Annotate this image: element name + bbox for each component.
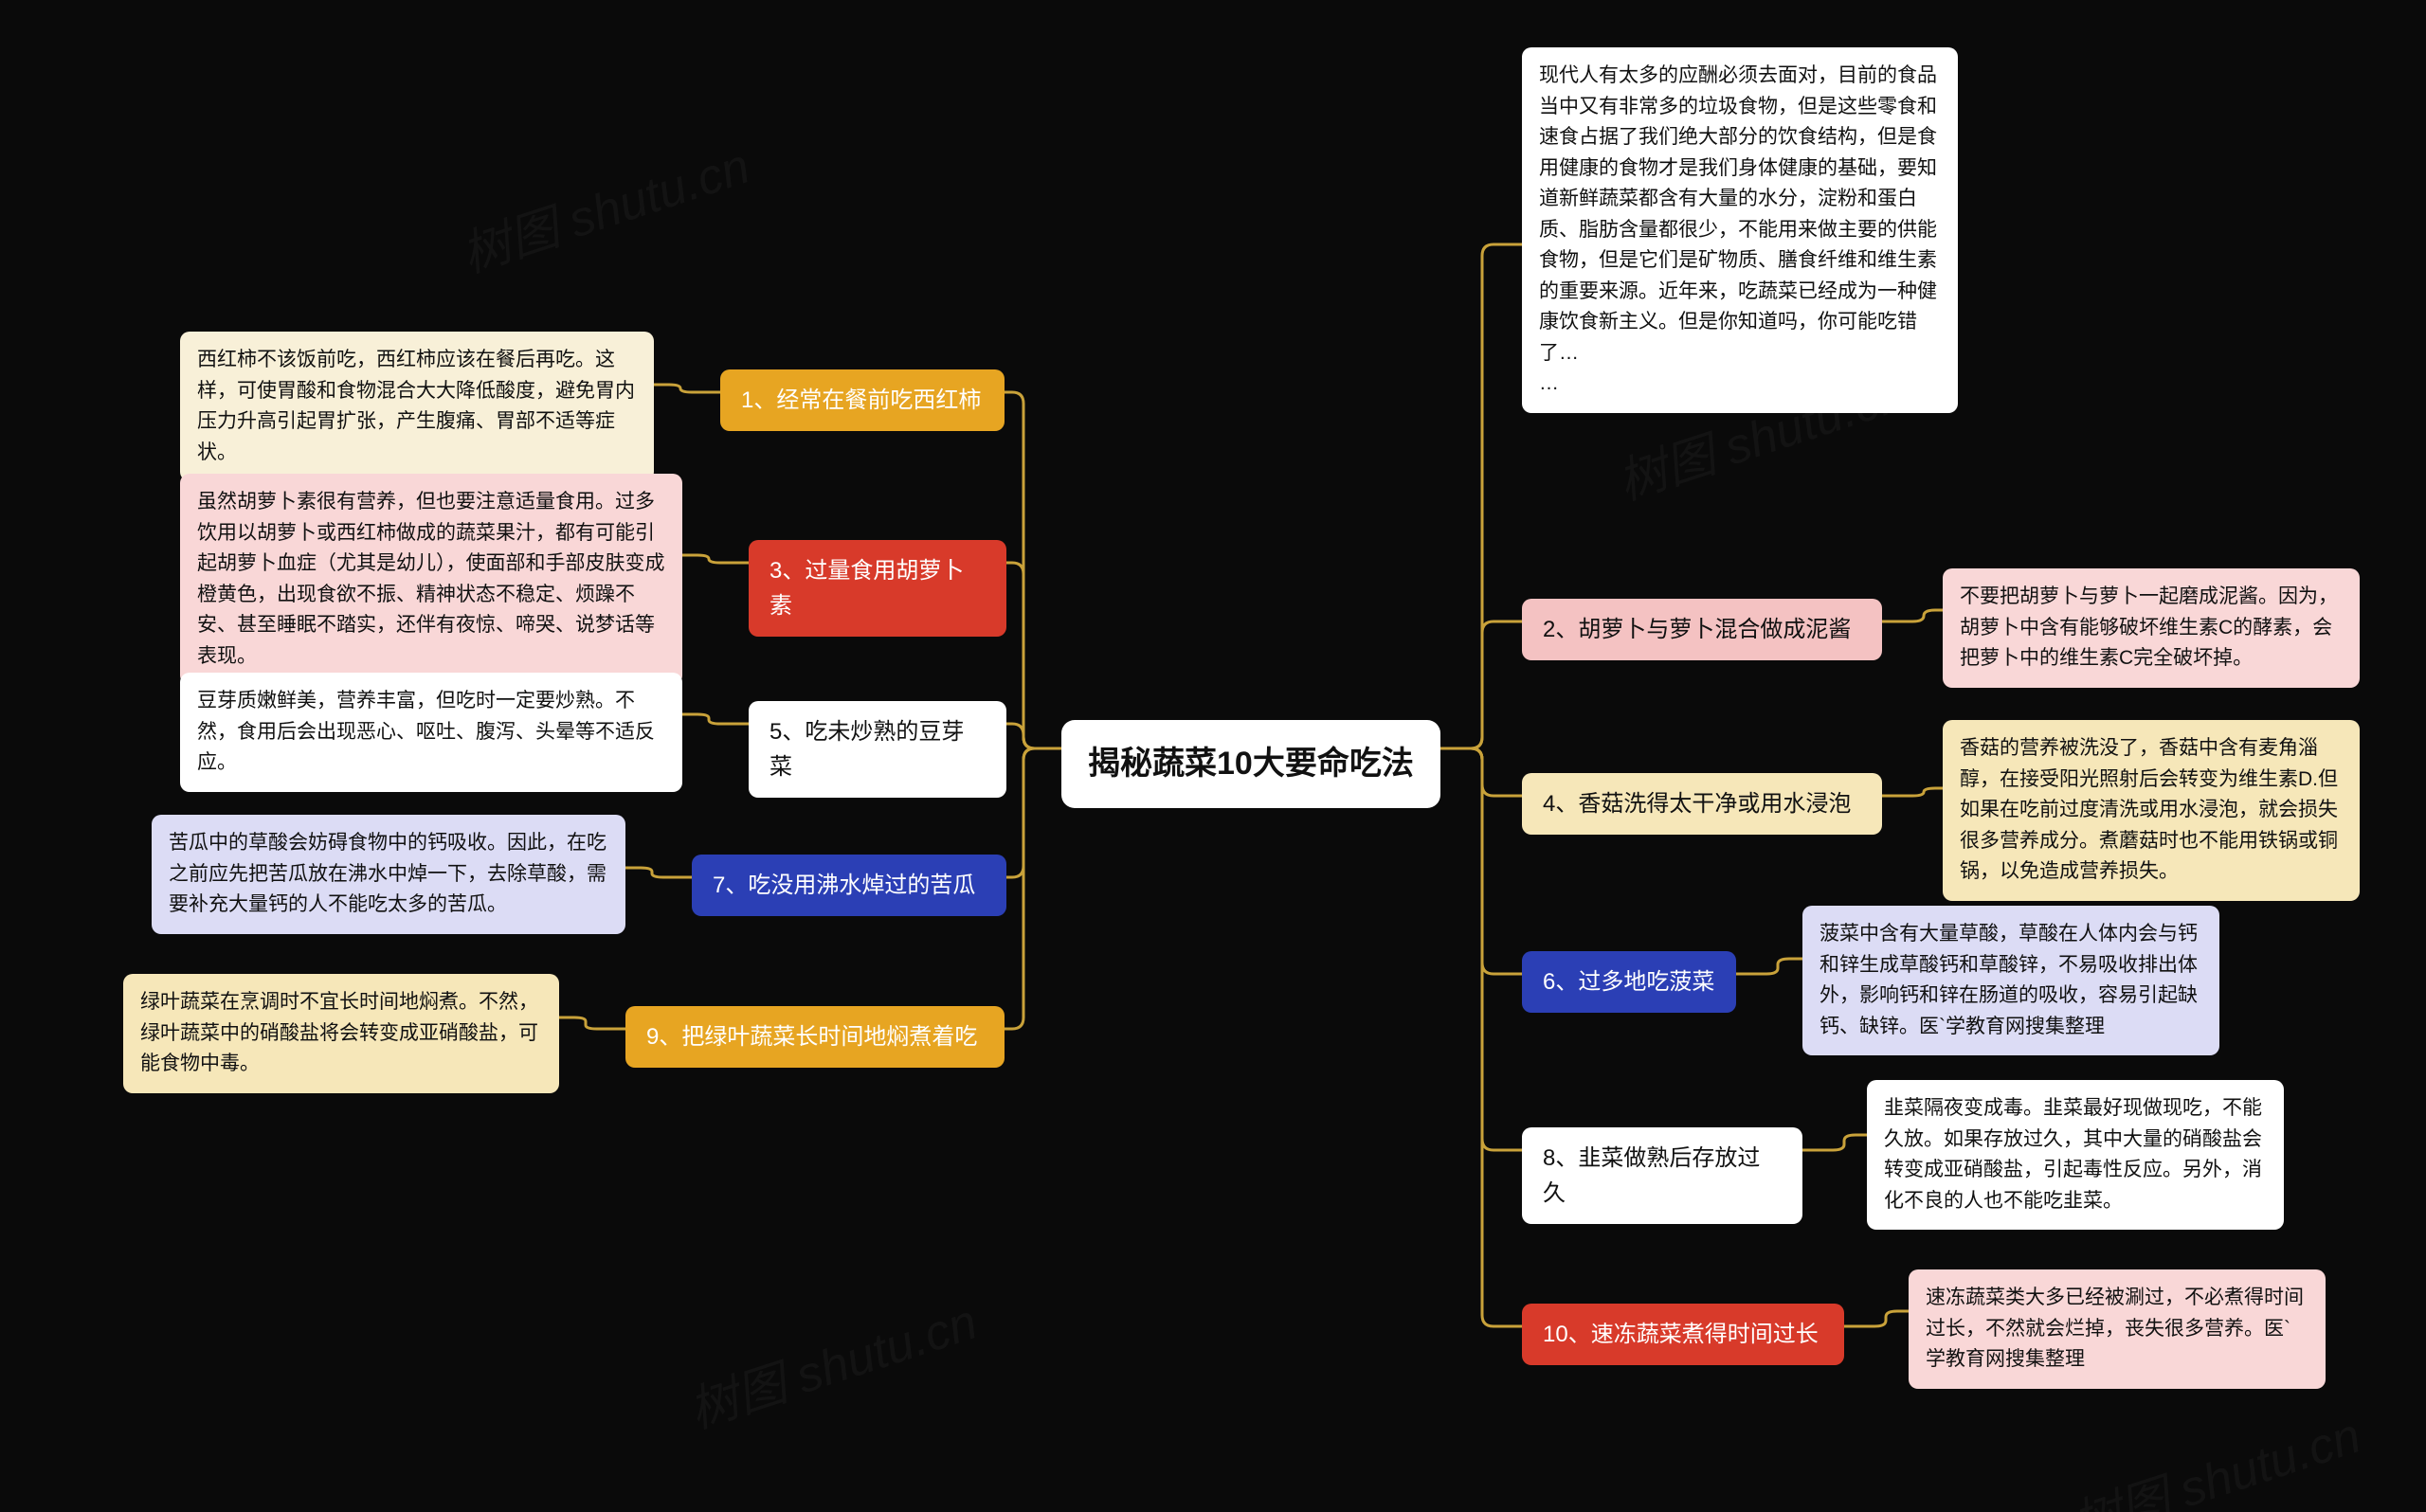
leaf-8: 韭菜隔夜变成毒。韭菜最好现做现吃，不能久放。如果存放过久，其中大量的硝酸盐会转变… [1867,1080,2284,1230]
leaf-2: 不要把胡萝卜与萝卜一起磨成泥酱。因为，胡萝卜中含有能够破坏维生素C的酵素，会把萝… [1943,568,2360,688]
leaf-7: 苦瓜中的草酸会妨碍食物中的钙吸收。因此，在吃之前应先把苦瓜放在沸水中焯一下，去除… [152,815,625,934]
branch-1[interactable]: 1、经常在餐前吃西红柿 [720,369,1005,431]
leaf-9: 绿叶蔬菜在烹调时不宜长时间地焖煮。不然，绿叶蔬菜中的硝酸盐将会转变成亚硝酸盐，可… [123,974,559,1093]
leaf-6: 菠菜中含有大量草酸，草酸在人体内会与钙和锌生成草酸钙和草酸锌，不易吸收排出体外，… [1802,906,2219,1055]
branch-5[interactable]: 5、吃未炒熟的豆芽菜 [749,701,1006,798]
leaf-4: 香菇的营养被洗没了，香菇中含有麦角淄醇，在接受阳光照射后会转变为维生素D.但如果… [1943,720,2360,901]
branch-6[interactable]: 6、过多地吃菠菜 [1522,951,1736,1013]
center-node[interactable]: 揭秘蔬菜10大要命吃法 [1061,720,1440,808]
branch-4[interactable]: 4、香菇洗得太干净或用水浸泡 [1522,773,1882,835]
branch-2[interactable]: 2、胡萝卜与萝卜混合做成泥酱 [1522,599,1882,660]
branch-9[interactable]: 9、把绿叶蔬菜长时间地焖煮着吃 [625,1006,1005,1068]
leaf-5: 豆芽质嫩鲜美，营养丰富，但吃时一定要炒熟。不然，食用后会出现恶心、呕吐、腹泻、头… [180,673,682,792]
leaf-3: 虽然胡萝卜素很有营养，但也要注意适量食用。过多饮用以胡萝卜或西红柿做成的蔬菜果汁… [180,474,682,685]
branch-8[interactable]: 8、韭菜做熟后存放过久 [1522,1127,1802,1224]
leaf-10: 速冻蔬菜类大多已经被涮过，不必煮得时间过长，不然就会烂掉，丧失很多营养。医`学教… [1909,1269,2326,1389]
branch-7[interactable]: 7、吃没用沸水焯过的苦瓜 [692,855,1006,916]
branch-10[interactable]: 10、速冻蔬菜煮得时间过长 [1522,1304,1844,1365]
leaf-1: 西红柿不该饭前吃，西红柿应该在餐后再吃。这样，可使胃酸和食物混合大大降低酸度，避… [180,332,654,481]
intro-note: 现代人有太多的应酬必须去面对，目前的食品当中又有非常多的垃圾食物，但是这些零食和… [1522,47,1958,413]
branch-3[interactable]: 3、过量食用胡萝卜素 [749,540,1006,637]
